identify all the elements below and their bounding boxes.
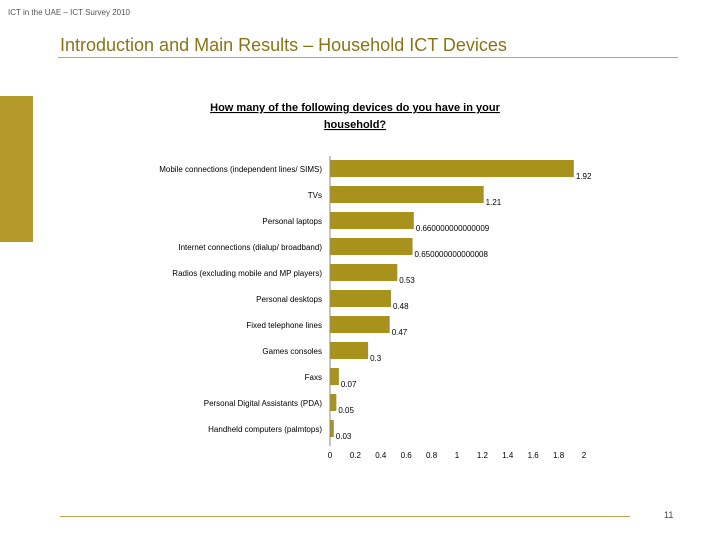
x-tick-label: 0.2 bbox=[350, 451, 362, 460]
bar bbox=[330, 264, 398, 281]
bar bbox=[330, 160, 574, 177]
x-tick-label: 0.8 bbox=[426, 451, 438, 460]
chart-title-line-2: household? bbox=[324, 119, 387, 131]
title-divider bbox=[58, 57, 678, 58]
data-label: 0.660000000000009 bbox=[416, 224, 490, 233]
bar bbox=[330, 394, 337, 411]
bar bbox=[330, 238, 413, 255]
x-tick-label: 0 bbox=[328, 451, 333, 460]
category-label: Fixed telephone lines bbox=[246, 321, 322, 330]
bars-group: Mobile connections (independent lines/ S… bbox=[159, 160, 592, 441]
data-label: 0.53 bbox=[399, 276, 415, 285]
category-label: Personal desktops bbox=[256, 295, 322, 304]
x-tick-label: 1.4 bbox=[502, 451, 514, 460]
category-label: Handheld computers (palmtops) bbox=[208, 425, 322, 434]
x-tick-label: 0.4 bbox=[375, 451, 387, 460]
data-label: 1.21 bbox=[486, 198, 502, 207]
category-label: TVs bbox=[308, 191, 322, 200]
bar bbox=[330, 316, 390, 333]
bar bbox=[330, 420, 334, 437]
category-label: Personal Digital Assistants (PDA) bbox=[204, 399, 323, 408]
x-tick-label: 0.6 bbox=[401, 451, 413, 460]
category-label: Games consoles bbox=[262, 347, 322, 356]
category-label: Mobile connections (independent lines/ S… bbox=[159, 165, 322, 174]
category-label: Personal laptops bbox=[262, 217, 322, 226]
x-tick-label: 1.2 bbox=[477, 451, 489, 460]
data-label: 0.48 bbox=[393, 302, 409, 311]
x-tick-label: 1.8 bbox=[553, 451, 565, 460]
category-label: Radios (excluding mobile and MP players) bbox=[172, 269, 322, 278]
bar bbox=[330, 212, 414, 229]
data-label: 0.650000000000008 bbox=[415, 250, 489, 259]
bar bbox=[330, 186, 484, 203]
x-axis: 0 0.2 0.4 0.6 0.8 1 1.2 1.4 1.6 1.8 2 bbox=[328, 156, 587, 460]
data-label: 0.05 bbox=[338, 406, 354, 415]
data-label: 0.07 bbox=[341, 380, 357, 389]
data-label: 0.3 bbox=[370, 354, 382, 363]
page-title: Introduction and Main Results – Househol… bbox=[60, 35, 507, 55]
bar bbox=[330, 368, 339, 385]
x-tick-label: 1 bbox=[455, 451, 460, 460]
x-tick-label: 1.6 bbox=[528, 451, 540, 460]
data-label: 0.03 bbox=[336, 432, 352, 441]
x-tick-label: 2 bbox=[582, 451, 587, 460]
data-label: 1.92 bbox=[576, 172, 592, 181]
page-number: 11 bbox=[664, 510, 674, 520]
chart-title-line-1: How many of the following devices do you… bbox=[210, 102, 500, 114]
data-label: 0.47 bbox=[392, 328, 408, 337]
bar bbox=[330, 290, 391, 307]
decorative-side-bar bbox=[0, 96, 33, 242]
bar bbox=[330, 342, 369, 359]
report-subtitle: ICT in the UAE – ICT Survey 2010 bbox=[8, 8, 130, 17]
footer-divider bbox=[60, 516, 630, 517]
category-label: Faxs bbox=[305, 373, 322, 382]
category-label: Internet connections (dialup/ broadband) bbox=[178, 243, 322, 252]
